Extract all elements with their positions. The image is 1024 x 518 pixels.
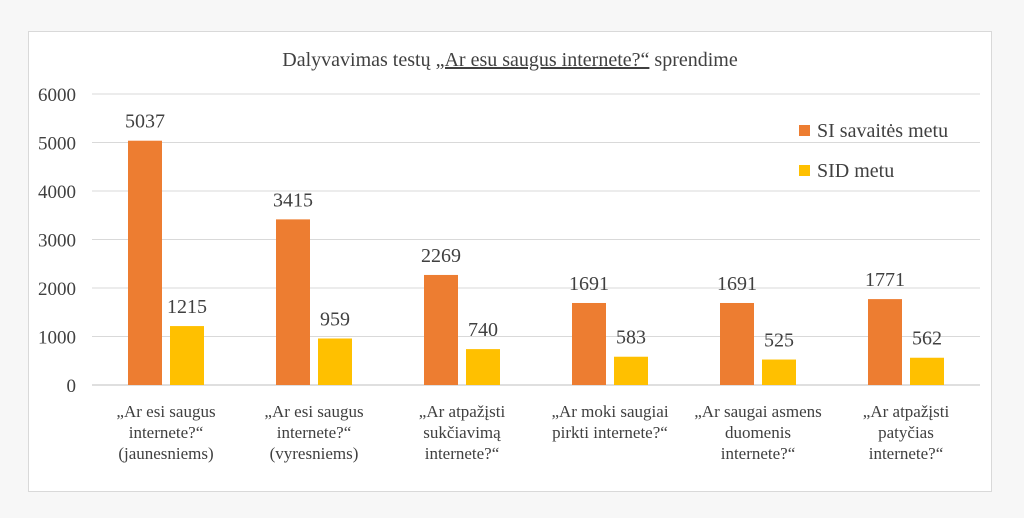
x-tick-label: „Ar esi saugus internete?“ (jaunesniems) (116, 402, 215, 463)
data-label: 5037 (125, 111, 165, 133)
x-tick-label-line: „Ar esi saugus (116, 402, 215, 421)
x-axis: „Ar esi saugus internete?“ (jaunesniems)„A… (116, 402, 949, 463)
y-axis: 0 1000 2000 3000 4000 5000 6000 (38, 85, 76, 397)
bar (910, 358, 944, 385)
x-tick-label-line: internete?“ (425, 444, 500, 463)
x-tick-label-line: „Ar saugai asmens (694, 402, 821, 421)
y-tick-label: 0 (67, 376, 77, 397)
x-tick-label: „Ar atpažįsti sukčiavimą internete?“ (419, 402, 506, 463)
bar (318, 338, 352, 385)
legend-label: SID metu (817, 160, 894, 182)
data-label: 1691 (717, 273, 757, 295)
bar (276, 219, 310, 385)
x-tick-label-line: „Ar atpažįsti (419, 402, 506, 421)
legend-label: SI savaitės metu (817, 120, 948, 142)
y-tick-label: 1000 (38, 328, 76, 349)
chart-title: Dalyvavimas testų „Ar esu saugus interne… (282, 49, 738, 71)
x-tick-label: „Ar moki saugiai pirkti internete?“ (551, 402, 668, 442)
bar (170, 326, 204, 385)
x-tick-label-line: internete?“ (277, 423, 352, 442)
bar (424, 275, 458, 385)
data-label: 740 (468, 319, 498, 341)
legend: SI savaitės metu SID metu (799, 120, 948, 182)
data-label: 1691 (569, 273, 609, 295)
x-tick-label-line: „Ar esi saugus (264, 402, 363, 421)
data-label: 3415 (273, 189, 313, 211)
data-label: 525 (764, 330, 794, 352)
bar (128, 141, 162, 385)
legend-swatch (799, 165, 810, 176)
x-tick-label-line: „Ar moki saugiai (551, 402, 668, 421)
data-label: 562 (912, 328, 942, 350)
legend-swatch (799, 125, 810, 136)
bar (762, 360, 796, 385)
title-part-after: sprendime (649, 49, 737, 71)
title-part-underlined: „Ar esu saugus internete?“ (436, 49, 650, 71)
data-label: 583 (616, 327, 646, 349)
y-tick-label: 4000 (38, 182, 76, 203)
bar (720, 303, 754, 385)
x-tick-label-line: (vyresniems) (270, 444, 359, 463)
x-tick-label-line: patyčias (878, 423, 934, 442)
data-labels: 5037 1215 3415 959 2269 740 1691 583 1691 525 1771… (125, 111, 942, 352)
bar (614, 357, 648, 385)
x-tick-label-line: sukčiavimą (423, 423, 501, 442)
x-tick-label: „Ar atpažįsti patyčias internete?“ (863, 402, 950, 463)
data-label: 2269 (421, 245, 461, 267)
y-tick-label: 3000 (38, 231, 76, 252)
x-tick-label-line: internete?“ (129, 423, 204, 442)
y-tick-label: 2000 (38, 279, 76, 300)
x-tick-label-line: pirkti internete?“ (552, 423, 668, 442)
x-tick-label-line: duomenis (725, 423, 791, 442)
x-tick-label-line: internete?“ (721, 444, 796, 463)
y-tick-label: 5000 (38, 134, 76, 155)
data-label: 959 (320, 308, 350, 330)
x-tick-label: „Ar esi saugus internete?“ (vyresniems) (264, 402, 363, 463)
bar (868, 299, 902, 385)
x-tick-label: „Ar saugai asmens duomenis internete?“ (694, 402, 821, 463)
x-tick-label-line: internete?“ (869, 444, 944, 463)
title-part-before: Dalyvavimas testų (282, 49, 435, 71)
data-label: 1771 (865, 269, 905, 291)
data-label: 1215 (167, 296, 207, 318)
bar (572, 303, 606, 385)
x-tick-label-line: „Ar atpažįsti (863, 402, 950, 421)
bar (466, 349, 500, 385)
x-tick-label-line: (jaunesniems) (118, 444, 213, 463)
y-tick-label: 6000 (38, 85, 76, 106)
